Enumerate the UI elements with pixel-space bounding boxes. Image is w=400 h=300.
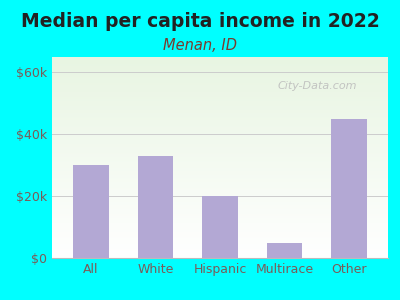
Text: Median per capita income in 2022: Median per capita income in 2022 [21,12,379,31]
Bar [202,196,238,258]
Bar [73,165,108,258]
Bar [332,119,367,258]
Bar [138,156,173,258]
Text: City-Data.com: City-Data.com [277,81,357,91]
Bar [267,242,302,258]
Text: Menan, ID: Menan, ID [163,38,237,52]
